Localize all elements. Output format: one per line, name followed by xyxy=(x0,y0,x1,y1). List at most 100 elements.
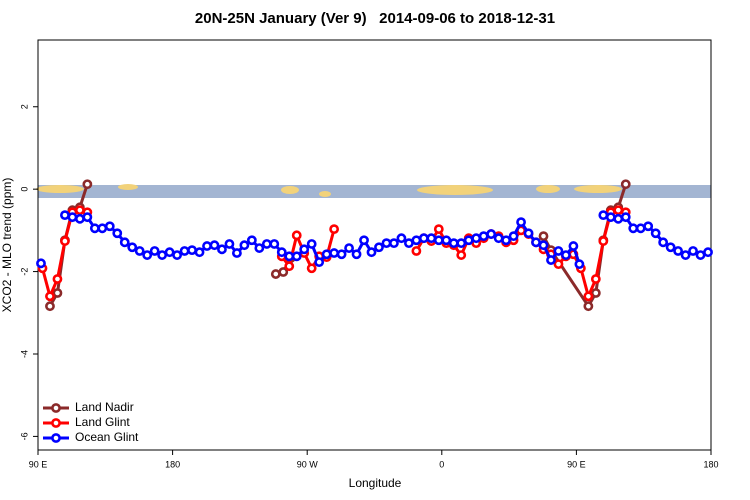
data-point xyxy=(329,224,340,235)
data-point xyxy=(291,230,302,241)
data-point xyxy=(673,246,683,256)
data-point xyxy=(157,250,168,260)
data-point xyxy=(471,233,482,244)
data-point xyxy=(36,258,46,269)
data-point xyxy=(553,246,564,256)
data-point xyxy=(134,246,145,256)
data-point xyxy=(112,228,123,239)
data-point xyxy=(620,179,631,190)
data-point xyxy=(598,210,609,221)
data-point xyxy=(650,228,661,239)
data-point xyxy=(620,212,631,223)
data-point xyxy=(508,231,519,242)
legend-marker xyxy=(51,418,61,428)
data-point xyxy=(45,301,55,312)
map-strip xyxy=(36,184,711,198)
data-point xyxy=(119,237,130,248)
data-point xyxy=(202,241,212,251)
data-point xyxy=(531,237,541,248)
data-point xyxy=(613,213,624,224)
data-point xyxy=(658,237,669,248)
land-shape xyxy=(36,185,84,193)
data-point xyxy=(217,244,227,255)
data-point xyxy=(703,247,713,258)
land-shape xyxy=(118,184,138,190)
land-shape xyxy=(417,185,493,195)
data-point xyxy=(239,240,250,251)
data-point xyxy=(179,246,190,256)
data-point xyxy=(194,247,205,258)
data-point xyxy=(389,238,399,249)
data-point xyxy=(261,239,272,249)
data-point xyxy=(321,249,332,260)
data-point xyxy=(688,246,698,256)
data-point xyxy=(403,238,414,249)
data-point xyxy=(448,238,459,249)
data-point xyxy=(463,235,474,246)
data-point xyxy=(516,217,526,228)
data-point xyxy=(456,250,467,260)
data-point xyxy=(433,235,444,246)
data-point xyxy=(613,205,624,216)
data-point xyxy=(643,221,654,232)
data-point xyxy=(411,246,422,256)
data-point xyxy=(306,239,317,249)
legend-marker xyxy=(51,433,61,443)
data-point xyxy=(396,233,407,244)
data-point xyxy=(665,242,676,253)
legend-marker xyxy=(51,403,61,413)
data-point xyxy=(538,231,549,242)
data-point xyxy=(67,212,78,223)
data-point xyxy=(590,288,601,298)
data-point xyxy=(568,241,579,251)
data-point xyxy=(60,236,70,246)
plot-frame xyxy=(37,39,712,451)
data-point xyxy=(583,291,594,302)
data-point xyxy=(278,267,289,277)
data-point xyxy=(426,233,437,244)
data-point xyxy=(232,248,242,258)
data-point xyxy=(478,231,489,242)
data-point xyxy=(142,250,153,260)
data-point xyxy=(104,221,115,232)
data-point xyxy=(433,224,444,235)
x-tick-label: 0 xyxy=(439,459,444,469)
data-point xyxy=(456,238,467,249)
data-point xyxy=(336,249,347,260)
data-point xyxy=(574,259,585,270)
data-point xyxy=(598,236,609,246)
data-point xyxy=(381,238,392,249)
data-point xyxy=(590,274,601,284)
x-axis-label: Longitude xyxy=(349,476,402,490)
data-point xyxy=(583,301,594,312)
data-point xyxy=(52,274,63,284)
data-point xyxy=(164,247,175,258)
data-point xyxy=(149,246,160,256)
data-point xyxy=(284,261,295,272)
data-point xyxy=(344,243,354,253)
x-tick-label: 90 W xyxy=(297,459,319,469)
land-shape xyxy=(319,191,331,197)
x-tick-label: 180 xyxy=(703,459,718,469)
data-point xyxy=(680,250,691,260)
x-tick-label: 90 E xyxy=(29,459,48,469)
data-point xyxy=(359,235,369,246)
data-point xyxy=(172,250,182,260)
land-shape xyxy=(574,185,622,193)
data-point xyxy=(628,223,639,234)
data-point xyxy=(561,250,571,260)
data-point xyxy=(209,240,220,251)
data-point xyxy=(418,233,429,244)
data-point xyxy=(82,179,93,190)
data-point xyxy=(254,243,265,253)
land-shape xyxy=(536,185,560,193)
data-point xyxy=(74,205,85,216)
data-point xyxy=(374,242,384,253)
y-tick-label: 0 xyxy=(19,187,29,192)
data-point xyxy=(89,223,100,234)
data-point xyxy=(284,251,295,262)
land-shape xyxy=(281,186,299,194)
data-point xyxy=(351,249,362,260)
data-point xyxy=(329,248,340,258)
